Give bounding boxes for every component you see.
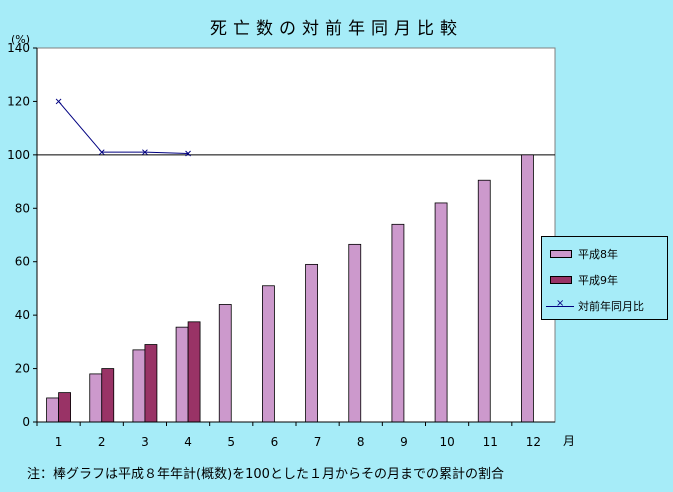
y-tick-label: 60 <box>15 255 30 269</box>
legend-line-ratio <box>546 298 574 311</box>
bar-h8-month-7 <box>305 263 318 423</box>
ratio-point <box>185 150 191 157</box>
legend-label-ratio: 対前年同月比 <box>578 300 644 313</box>
plot-area <box>36 47 556 423</box>
x-tick-label: 6 <box>271 435 279 449</box>
x-tick-label: 7 <box>314 435 322 449</box>
x-tick-label: 4 <box>184 435 192 449</box>
legend-swatch-h9 <box>550 276 572 284</box>
x-tick-label: 12 <box>526 435 541 449</box>
x-tick-label: 2 <box>98 435 106 449</box>
ratio-point <box>98 149 105 156</box>
legend-item-ratio: 対前年同月比 <box>546 298 644 314</box>
bar-h8-month-3 <box>132 349 146 423</box>
legend: 平成8年 平成9年 対前年同月比 <box>541 236 668 320</box>
x-tick-label: 8 <box>357 435 365 449</box>
x-axis-unit: 月 <box>563 434 576 448</box>
bar-h9-month-1 <box>58 392 71 423</box>
bar-h8-month-4 <box>175 326 189 423</box>
bar-h8-month-12 <box>521 154 534 423</box>
x-tick-label: 5 <box>227 435 235 449</box>
ratio-point <box>55 98 62 105</box>
bar-h8-month-2 <box>89 373 103 423</box>
y-tick-label: 20 <box>15 362 30 376</box>
legend-item-h9: 平成9年 <box>550 272 618 288</box>
bar-h8-month-5 <box>218 304 232 423</box>
bar-h9-month-4 <box>187 321 201 423</box>
y-tick-label: 140 <box>7 41 30 55</box>
bar-h9-month-3 <box>144 344 158 423</box>
footnote: 注：棒グラフは平成８年年計(概数)を100とした１月からその月までの累計の割合 <box>27 467 504 482</box>
y-tick-label: 100 <box>7 148 30 162</box>
legend-label-h8: 平成8年 <box>578 248 618 261</box>
y-tick-label: 40 <box>15 308 30 322</box>
bar-h8-month-11 <box>477 179 491 423</box>
ratio-point <box>142 149 148 156</box>
chart-title: 死亡数の対前年同月比較 <box>210 19 463 39</box>
x-tick-label: 1 <box>55 435 63 449</box>
legend-item-h8: 平成8年 <box>550 246 618 262</box>
legend-label-h9: 平成9年 <box>578 274 618 287</box>
bar-h8-month-8 <box>348 243 362 423</box>
bar-h8-month-10 <box>434 202 448 423</box>
x-tick-label: 9 <box>400 435 408 449</box>
y-tick-label: 0 <box>22 415 30 429</box>
ratio-line <box>58 101 189 155</box>
y-tick-label: 80 <box>15 201 30 215</box>
bar-h8-month-6 <box>262 285 275 423</box>
y-axis-unit: (%) <box>11 33 31 46</box>
x-tick-label: 10 <box>439 435 454 449</box>
bar-h9-month-2 <box>101 368 115 423</box>
legend-swatch-h8 <box>550 250 572 258</box>
x-tick-label: 3 <box>141 435 149 449</box>
bar-h8-month-1 <box>46 397 59 423</box>
x-tick-label: 11 <box>483 435 498 449</box>
y-tick-label: 120 <box>7 94 30 108</box>
bar-h8-month-9 <box>391 223 405 423</box>
